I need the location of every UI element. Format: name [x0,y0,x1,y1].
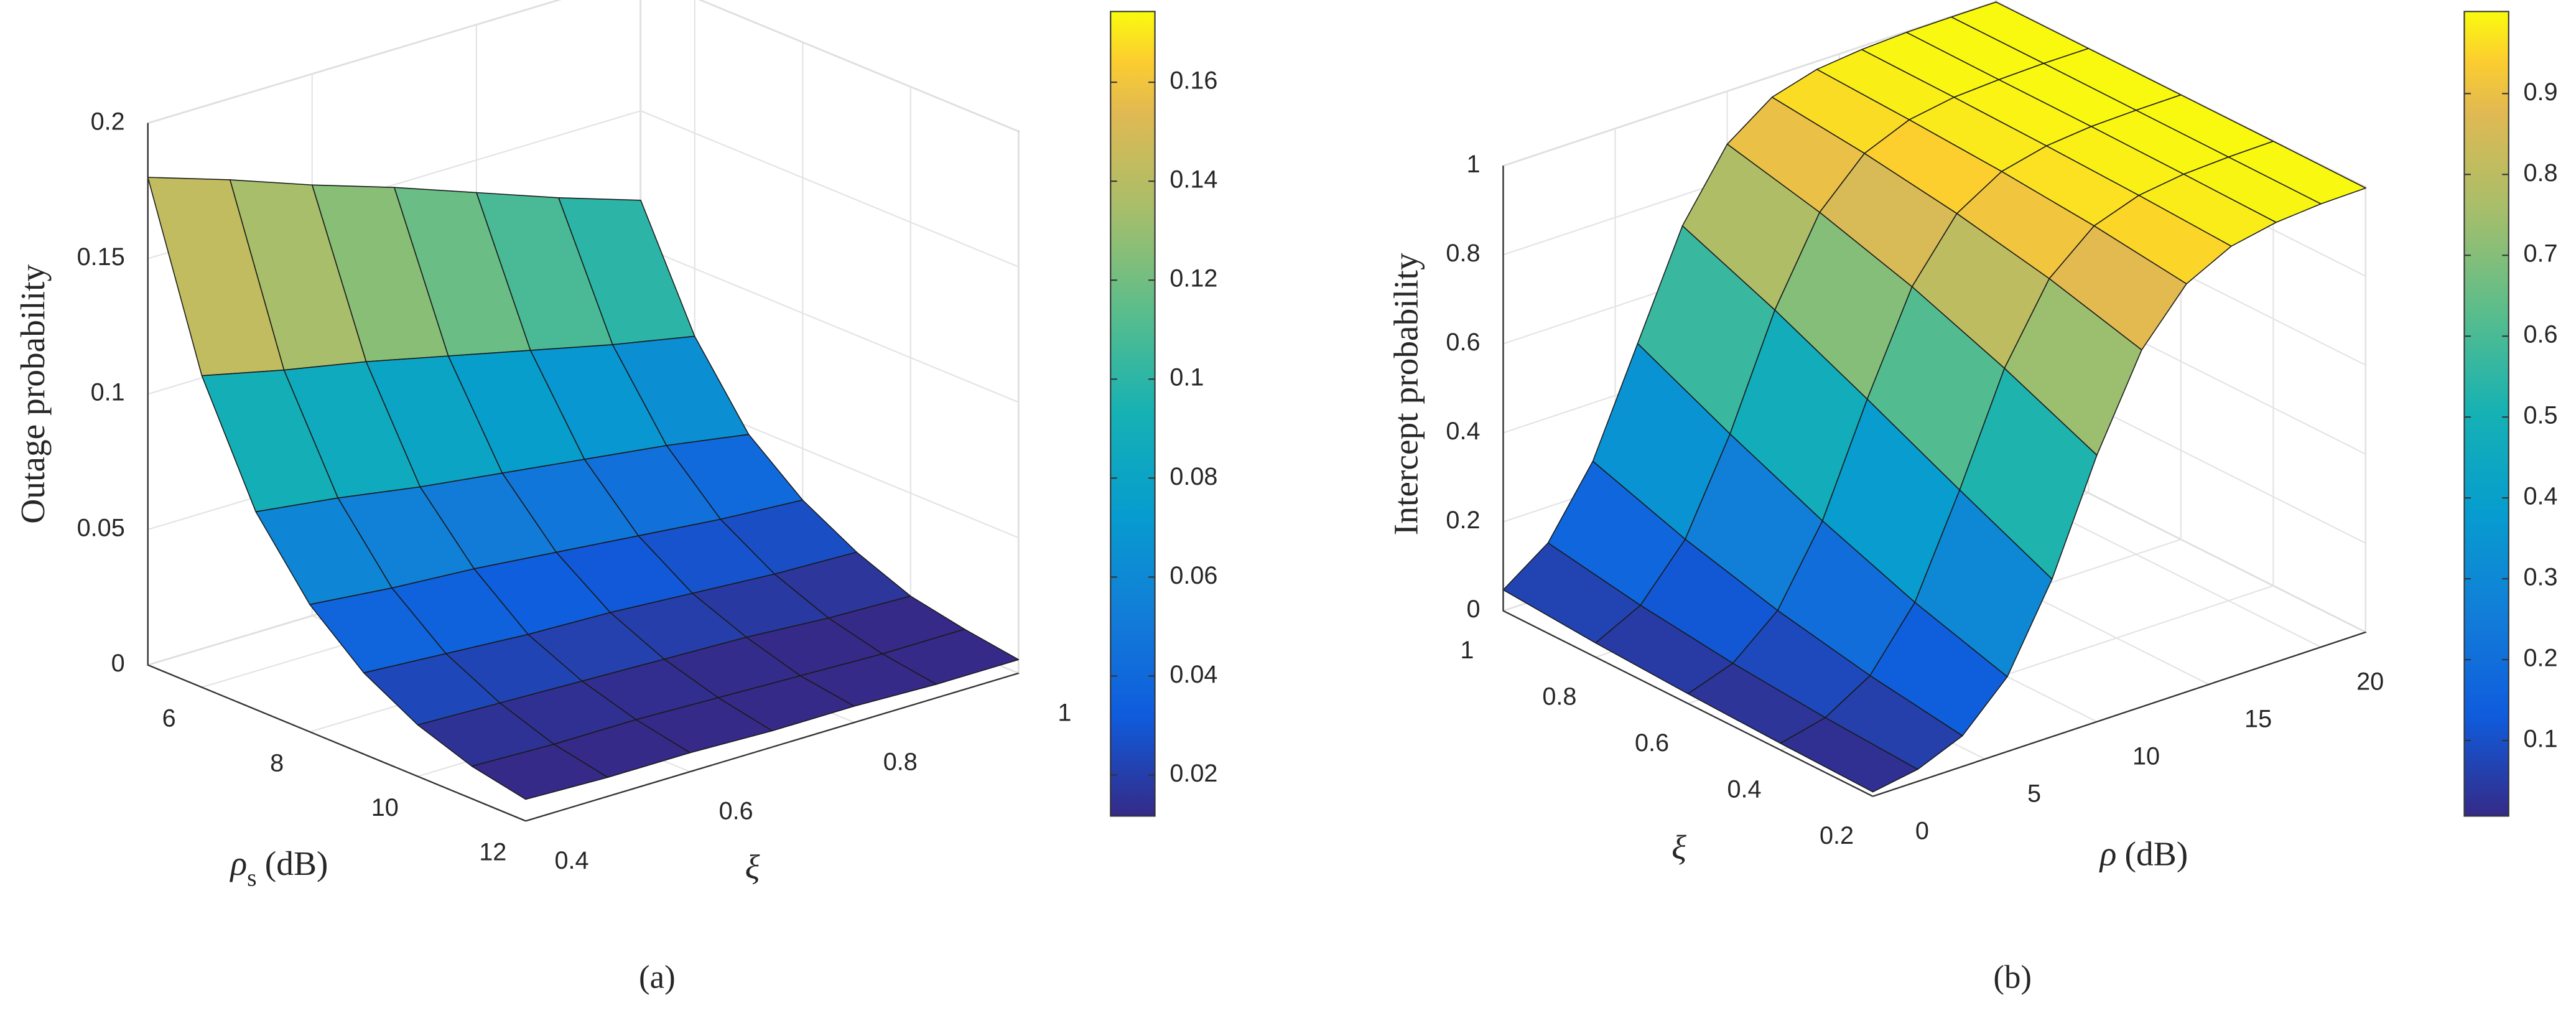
y-tick-label: 0.8 [883,748,918,775]
surface-chart: 051015200.20.40.60.8100.20.40.60.81Inter… [1387,0,2558,995]
grid-line [640,245,1019,403]
x-tick-label: 10 [371,794,399,821]
x-label-subscript: s [247,864,256,891]
z-tick-label: 1 [1466,151,1480,178]
x-tick-label: 15 [2244,705,2272,732]
x-tick-label: 10 [2132,742,2160,770]
z-tick-label: 0 [111,650,125,677]
x-axis-label: ρ (dB) [2099,834,2188,872]
z-axis-label: Outage probability [14,264,52,524]
y-tick-label: 0.6 [1635,729,1669,757]
colorbar [2463,11,2509,817]
grid-line [640,110,1019,268]
y-axis-label: ξ [1672,828,1686,866]
z-tick-label: 0.2 [91,108,125,135]
colorbar-tick-label: 0.1 [2523,726,2557,753]
z-tick-label: 0.6 [1446,329,1480,356]
z-tick-label: 0.8 [1446,240,1480,267]
y-tick-label: 1 [1058,699,1071,726]
colorbar-tick-label: 0.3 [2523,564,2557,591]
y-label-symbol: ξ [1672,828,1686,866]
caption: (b) [1993,959,2032,995]
colorbar-tick-label: 0.1 [1169,364,1204,391]
x-axis [1872,631,2366,797]
x-axis-label: ρs (dB) [230,844,328,891]
z-tick-label: 0.2 [1446,507,1480,534]
z-tick-label: 0.15 [77,243,125,271]
z-tick-label: 0 [1466,595,1480,623]
z-tick-label: 0.1 [91,379,125,406]
y-tick-label: 0.8 [1542,683,1576,711]
y-axis-label: ξ [745,848,760,885]
x-label-unit: (dB) [2125,834,2188,872]
z-tick-label: 0.05 [77,514,125,541]
y-axis [1502,610,1874,797]
caption: (a) [639,959,676,995]
colorbar-tick-label: 0.12 [1169,265,1217,292]
y-tick-label: 0.4 [1727,776,1761,803]
x-label-unit: (dB) [265,844,328,882]
colorbar-tick-label: 0.9 [2523,78,2557,106]
z-tick-label: 0.4 [1446,418,1480,445]
colorbar-tick-label: 0.5 [2523,402,2557,429]
y-label-symbol: ξ [745,848,760,885]
colorbar-tick-label: 0.04 [1169,661,1217,688]
colorbar [1110,11,1156,817]
y-tick-label: 0.6 [719,798,753,825]
x-tick-label: 6 [162,705,176,732]
colorbar-tick-label: 0.06 [1169,562,1217,589]
z-axis-label: Intercept probability [1387,253,1425,535]
colorbar-tick-label: 0.14 [1169,166,1217,194]
colorbar-tick-label: 0.6 [2523,321,2557,348]
x-tick-label: 20 [2356,668,2384,695]
x-tick-label: 12 [479,839,506,866]
y-tick-label: 0.4 [555,847,589,874]
colorbar-tick-label: 0.2 [2523,645,2557,672]
colorbar-tick-label: 0.8 [2523,159,2557,187]
colorbar-tick-label: 0.4 [2523,483,2557,510]
y-tick-label: 0.2 [1820,822,1854,849]
colorbar-tick-label: 0.02 [1169,760,1217,787]
y-axis [525,672,1019,822]
grid-line [1503,1,1997,167]
x-axis [147,664,526,822]
x-label-symbol: ρ [230,844,248,882]
colorbar-tick-label: 0.16 [1169,67,1217,95]
x-tick-label: 8 [270,749,284,777]
surface-patch [1780,717,1918,793]
x-label-symbol: ρ [2099,834,2117,872]
surface-patch [471,744,608,800]
y-tick-label: 1 [1460,637,1474,664]
grid-line [147,0,561,124]
grid-line [699,0,1019,133]
colorbar-tick-label: 0.08 [1169,463,1217,490]
x-tick-label: 5 [2027,780,2041,807]
x-tick-label: 0 [1915,817,1929,844]
colorbar-tick-label: 0.7 [2523,240,2557,268]
